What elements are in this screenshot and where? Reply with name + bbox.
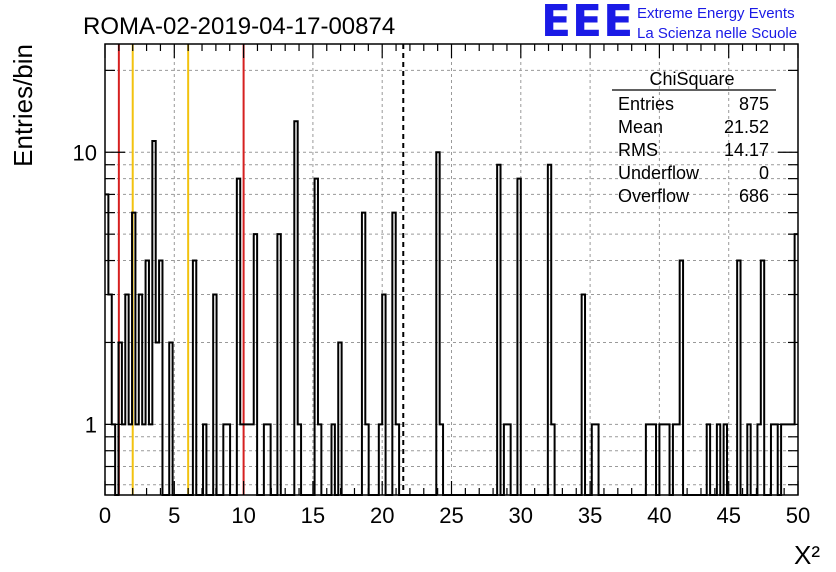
eee-logo: EEE Extreme Energy Events La Scienza nel… xyxy=(541,0,831,47)
stats-row-label: RMS xyxy=(618,140,658,160)
y-axis-label: Entries/bin xyxy=(8,44,38,167)
stats-row-label: Mean xyxy=(618,117,663,137)
x-tick-labels: 0 5 10 15 20 25 30 35 40 45 50 xyxy=(99,503,810,528)
stats-row-value: 21.52 xyxy=(724,117,769,137)
x-tick-label: 5 xyxy=(168,503,180,528)
axis-ticks xyxy=(104,44,799,495)
x-tick-label: 25 xyxy=(439,503,463,528)
logo-line-2: La Scienza nelle Scuole xyxy=(637,25,798,42)
logo-letters: EEE xyxy=(541,0,635,47)
x-tick-label: 30 xyxy=(509,503,533,528)
stats-row-label: Entries xyxy=(618,94,674,114)
x-tick-label: 0 xyxy=(99,503,111,528)
x-tick-label: 20 xyxy=(370,503,394,528)
stats-row-label: Underflow xyxy=(618,163,700,183)
y-tick-labels: 1 10 xyxy=(73,140,97,437)
x-tick-label: 10 xyxy=(231,503,255,528)
y-tick-label: 10 xyxy=(73,140,97,165)
chart-title: ROMA-02-2019-04-17-00874 xyxy=(83,13,395,40)
y-tick-label: 1 xyxy=(85,412,97,437)
stats-title: ChiSquare xyxy=(649,69,734,89)
x-tick-label: 50 xyxy=(786,503,810,528)
x-tick-label: 35 xyxy=(578,503,602,528)
stats-row-value: 875 xyxy=(739,94,769,114)
stats-row-value: 0 xyxy=(759,163,769,183)
x-tick-label: 40 xyxy=(647,503,671,528)
stats-row-label: Overflow xyxy=(618,186,690,206)
stats-row-value: 686 xyxy=(739,186,769,206)
logo-line-1: Extreme Energy Events xyxy=(637,5,795,22)
stats-row-value: 14.17 xyxy=(724,140,769,160)
x-tick-label: 45 xyxy=(716,503,740,528)
x-axis-label: X² xyxy=(794,540,820,570)
grid-lines xyxy=(105,44,798,495)
x-tick-label: 15 xyxy=(301,503,325,528)
stats-box: ChiSquare Entries 875 Mean 21.52 RMS 14.17 Und… xyxy=(612,69,776,206)
